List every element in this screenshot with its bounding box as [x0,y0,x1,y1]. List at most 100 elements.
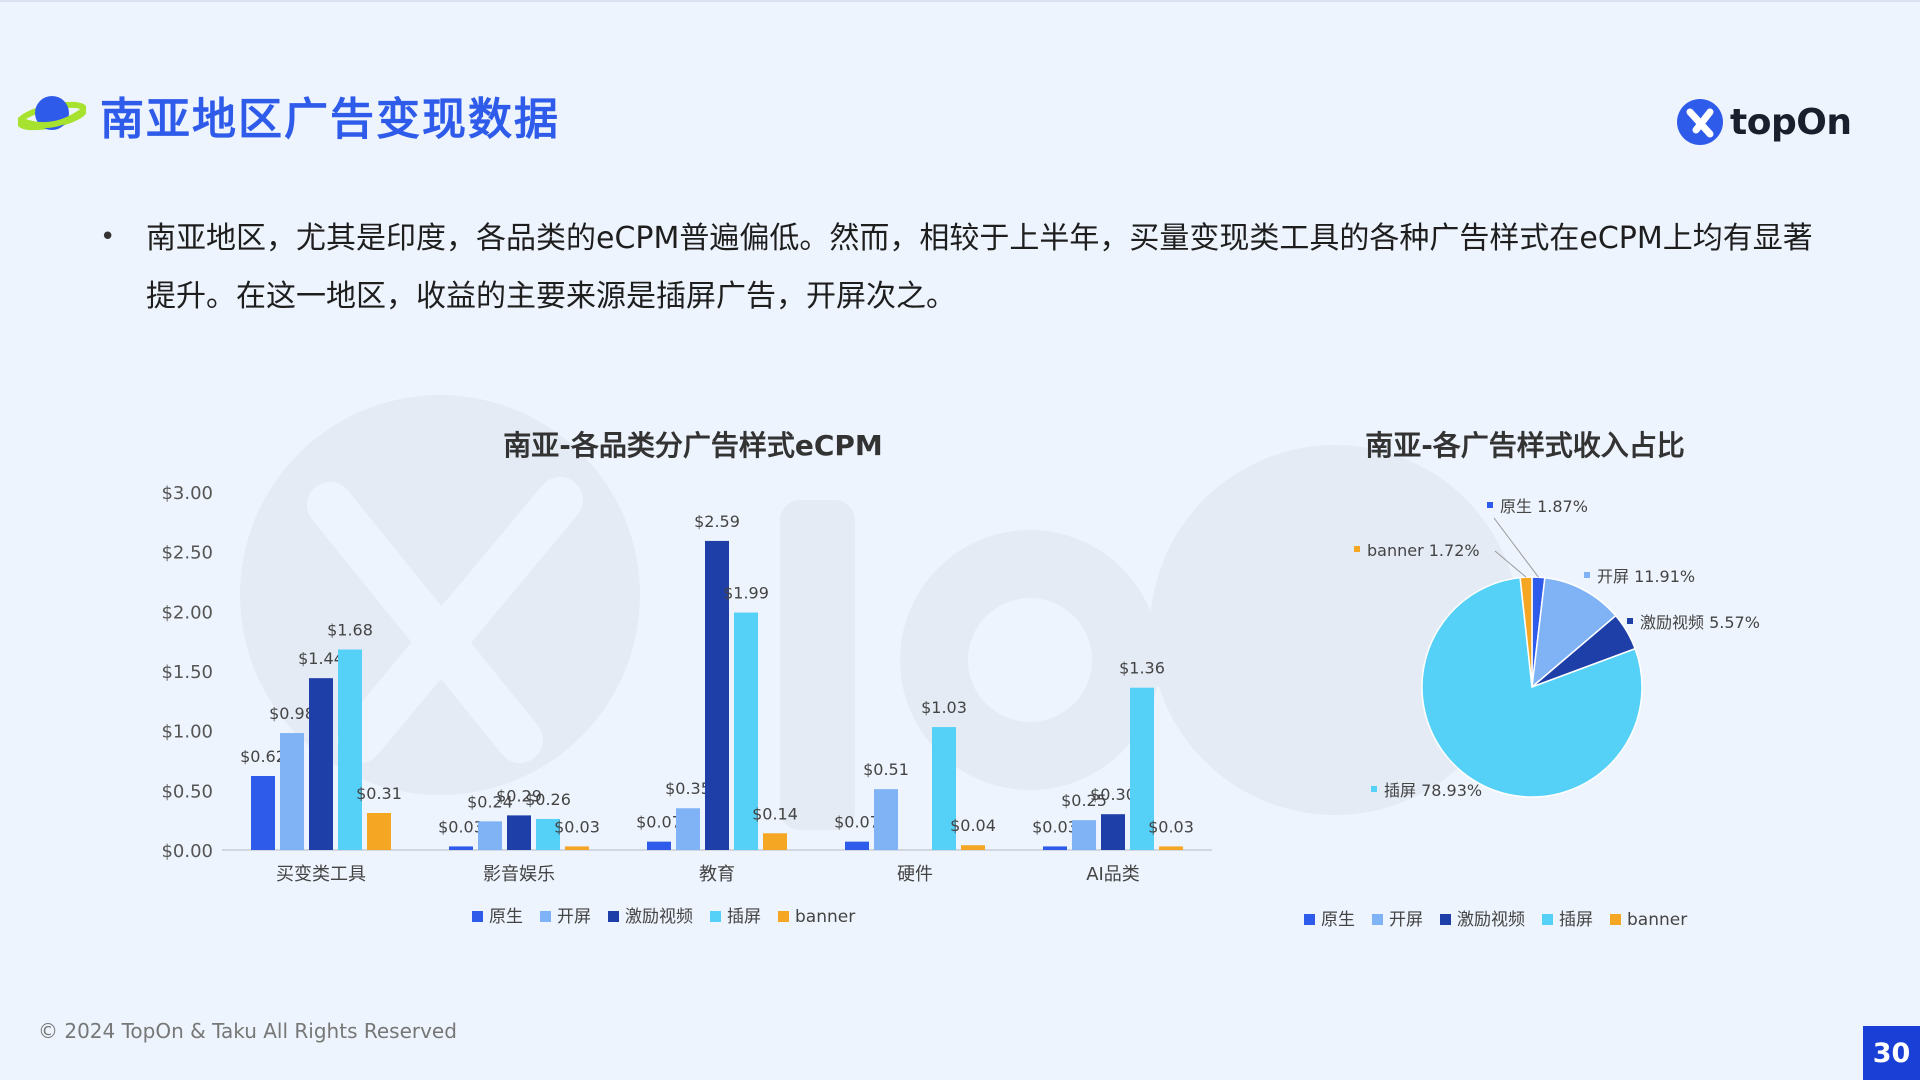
logo-text: topOn [1730,101,1852,143]
bar [1159,846,1183,850]
bar-data-label: $0.29 [496,786,542,805]
legend-swatch [1304,914,1315,925]
legend-label: 原生 [1321,910,1355,930]
pie-data-label: 原生 1.87% [1500,497,1588,516]
pie-chart-title: 南亚-各广告样式收入占比 [1365,429,1685,462]
legend-label: banner [1627,910,1687,930]
bar-data-label: $0.62 [240,747,286,766]
bar [280,733,304,850]
pie-data-label: 插屏 78.93% [1384,781,1482,800]
bar-data-label: $2.59 [694,512,740,531]
bar-data-label: $0.14 [752,804,798,823]
bar [367,813,391,850]
legend-swatch [540,911,551,922]
bar-data-label: $0.03 [1032,817,1078,836]
x-tick-label: AI品类 [1086,864,1140,885]
pie-slice [1519,576,1533,688]
bar-data-label: $0.51 [863,760,909,779]
y-tick-label: $2.50 [161,543,213,564]
bar-data-label: $0.07 [636,813,682,832]
summary-bullet: • 南亚地区，尤其是印度，各品类的eCPM普遍偏低。然而，相较于上半年，买量变现… [100,210,1820,326]
bar-data-label: $0.98 [269,704,315,723]
legend-swatch [1372,914,1383,925]
bar [647,841,671,850]
legend-label: 原生 [489,907,523,927]
x-tick-label: 教育 [699,864,735,885]
pie-leader-line [1493,517,1539,578]
legend-label: 激励视频 [625,907,693,927]
x-tick-label: 硬件 [897,864,933,885]
bar [251,776,275,850]
bar-data-label: $0.25 [1061,791,1107,810]
bar [338,649,362,850]
top-divider [0,0,1920,2]
bar-data-label: $0.03 [1148,817,1194,836]
y-tick-label: $3.00 [161,483,213,504]
legend-label: 开屏 [1389,910,1423,930]
bar [449,846,473,850]
y-tick-label: $1.50 [161,662,213,683]
pie-leader-line [1494,550,1527,578]
y-tick-label: $2.00 [161,602,213,623]
bar [961,845,985,850]
legend-swatch [472,911,483,922]
bar [1043,846,1067,850]
bar [763,833,787,850]
pie-label-swatch [1584,572,1590,578]
legend-swatch [778,911,789,922]
pie-label-swatch [1627,618,1633,624]
topon-logo-icon [1677,99,1723,145]
pie-label-swatch [1371,786,1377,792]
planet-icon [18,96,86,131]
bar [1072,820,1096,850]
page-number-badge: 30 [1863,1026,1920,1080]
y-tick-label: $1.00 [161,722,213,743]
brand-logo: topOn [1676,98,1852,146]
copyright-text: © 2024 TopOn & Taku All Rights Reserved [38,1019,457,1043]
legend-swatch [710,911,721,922]
pie-data-label: 激励视频 5.57% [1640,613,1760,632]
bar-data-label: $0.35 [665,779,711,798]
bar [309,678,333,850]
bar-data-label: $1.44 [298,649,344,668]
bar-data-label: $0.26 [525,790,571,809]
legend-swatch [1610,914,1621,925]
bar [932,727,956,850]
bar-data-label: $1.36 [1119,659,1165,678]
pie-label-swatch [1487,502,1493,508]
bar [1101,814,1125,850]
bar-chart-title: 南亚-各品类分广告样式eCPM [503,429,883,462]
bar-data-label: $0.31 [356,784,402,803]
x-tick-label: 买变类工具 [276,864,366,885]
bar [845,841,869,850]
bar [734,612,758,850]
legend-swatch [1542,914,1553,925]
pie-data-label: banner 1.72% [1367,541,1480,560]
page-title: 南亚地区广告变现数据 [100,94,560,145]
bar-data-label: $0.03 [438,817,484,836]
pie-slice [1531,576,1617,689]
bar-data-label: $1.99 [723,584,769,603]
bar [676,808,700,850]
y-tick-label: $0.50 [161,781,213,802]
bar [536,818,560,850]
pie-label-swatch [1354,546,1360,552]
pie-slice [1421,576,1643,798]
legend-swatch [608,911,619,922]
bar-data-label: $0.30 [1090,785,1136,804]
y-tick-label: $0.00 [161,841,213,862]
summary-text: 南亚地区，尤其是印度，各品类的eCPM普遍偏低。然而，相较于上半年，买量变现类工… [146,221,1813,314]
legend-label: 开屏 [557,907,591,927]
bar-data-label: $0.07 [834,813,880,832]
bar-data-label: $1.03 [921,698,967,717]
legend-label: 插屏 [1559,910,1593,930]
bar [874,789,898,850]
bar-data-label: $0.24 [467,792,513,811]
legend-label: 插屏 [727,907,761,927]
bar [705,540,729,850]
bar [1130,687,1154,850]
bullet-dot-icon: • [100,222,116,252]
bar [478,821,502,850]
bar [507,815,531,850]
